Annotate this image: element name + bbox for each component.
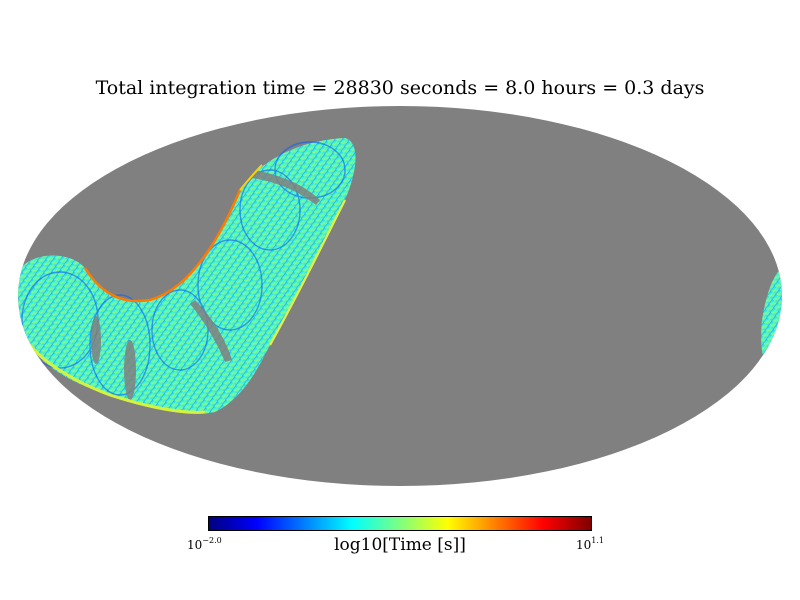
coverage-swath-main [18,138,356,414]
map-background [18,106,782,486]
coverage-edge-highlight [83,189,242,303]
colorbar-min-label: 10−2.0 [187,536,222,552]
colorbar-max-label: 101.1 [576,536,605,552]
colorbar-label: log10[Time [s]] [334,535,466,555]
page-title: Total integration time = 28830 seconds =… [95,77,705,99]
coverage-region [18,138,782,414]
colorbar [208,516,592,531]
